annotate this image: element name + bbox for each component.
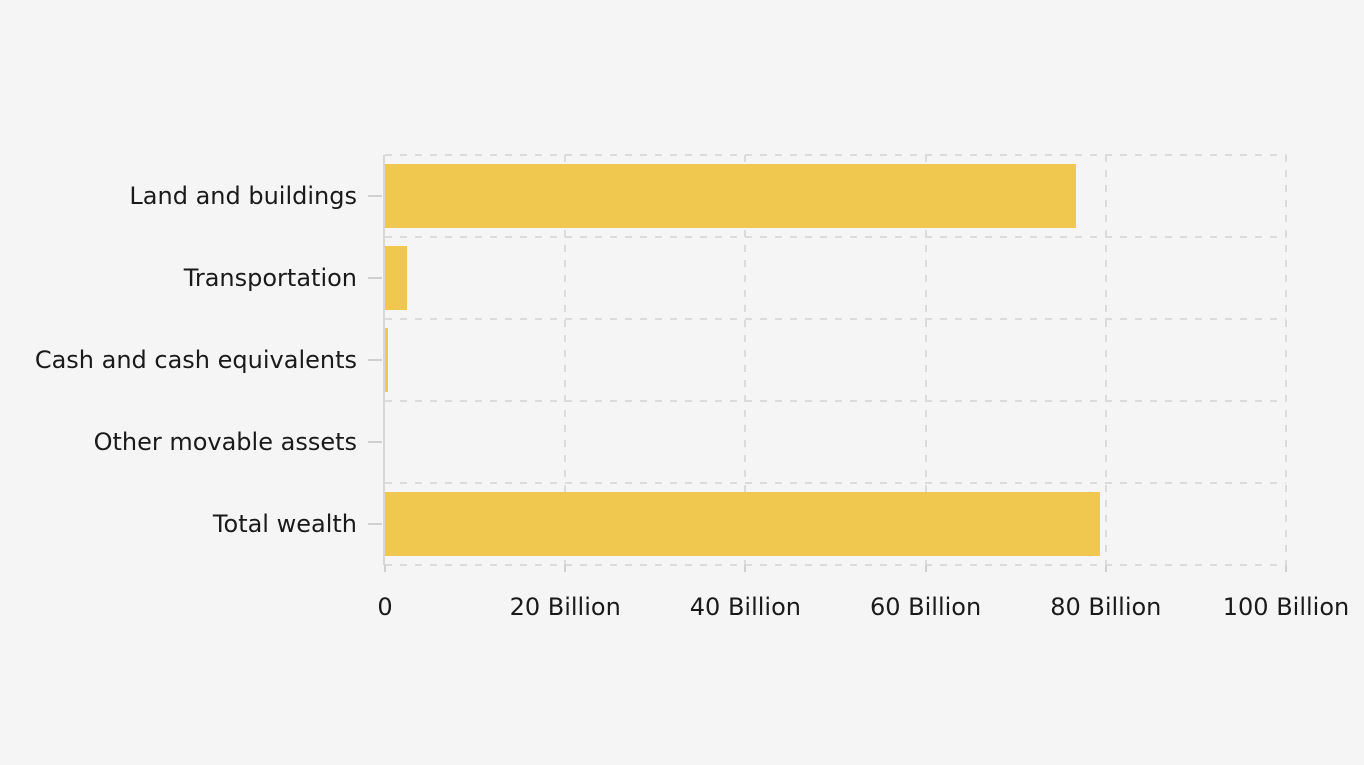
x-tick-mark bbox=[924, 565, 927, 572]
x-tick-mark bbox=[564, 565, 567, 572]
gridline-horizontal bbox=[385, 400, 1286, 402]
bar-total-wealth bbox=[385, 492, 1101, 556]
category-label-other-movable-assets: Other movable assets bbox=[93, 428, 357, 456]
gridline-horizontal bbox=[385, 318, 1286, 320]
gridline-horizontal bbox=[385, 236, 1286, 238]
category-label-cash-and-cash-equivalents: Cash and cash equivalents bbox=[34, 346, 357, 374]
y-tick-mark bbox=[368, 195, 382, 197]
y-tick-mark bbox=[368, 441, 382, 443]
x-tick-label-60-billion: 60 Billion bbox=[869, 593, 982, 621]
gridline-vertical bbox=[924, 155, 927, 565]
bar-transportation bbox=[385, 246, 407, 310]
gridline-horizontal bbox=[385, 154, 1286, 156]
y-axis-line bbox=[383, 155, 385, 565]
gridline-vertical bbox=[1285, 155, 1287, 565]
x-tick-label-40-billion: 40 Billion bbox=[689, 593, 801, 621]
x-tick-label-80-billion: 80 Billion bbox=[1050, 593, 1162, 621]
x-tick-label-100-billion: 100 Billion bbox=[1222, 593, 1350, 621]
gridline-vertical bbox=[1104, 155, 1107, 565]
x-tick-mark bbox=[384, 565, 386, 572]
x-tick-mark bbox=[1285, 565, 1287, 572]
category-label-transportation: Transportation bbox=[183, 264, 357, 292]
gridline-vertical bbox=[564, 155, 567, 565]
gridline-vertical bbox=[744, 155, 747, 565]
category-label-total-wealth: Total wealth bbox=[212, 510, 357, 538]
bar-land-and-buildings bbox=[385, 164, 1077, 228]
x-tick-mark bbox=[1104, 565, 1107, 572]
x-tick-label-20-billion: 20 Billion bbox=[509, 593, 621, 621]
bar-cash-and-cash-equivalents bbox=[385, 328, 388, 392]
category-label-land-and-buildings: Land and buildings bbox=[129, 182, 357, 210]
y-tick-mark bbox=[368, 359, 382, 361]
y-tick-mark bbox=[368, 523, 382, 525]
gridline-horizontal bbox=[385, 564, 1286, 566]
plot-area bbox=[368, 154, 1287, 572]
y-tick-mark bbox=[368, 277, 382, 279]
x-tick-mark bbox=[744, 565, 747, 572]
x-tick-label-0: 0 bbox=[377, 593, 393, 621]
gridline-horizontal bbox=[385, 482, 1286, 484]
